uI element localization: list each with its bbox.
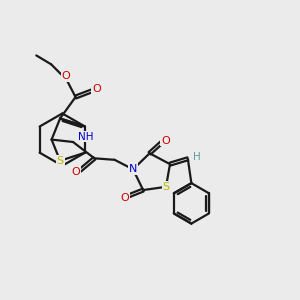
Text: O: O — [161, 136, 170, 146]
Text: O: O — [120, 194, 129, 203]
Text: H: H — [193, 152, 201, 162]
Text: O: O — [71, 167, 80, 177]
Text: S: S — [56, 156, 64, 166]
Text: O: O — [92, 84, 101, 94]
Text: NH: NH — [78, 132, 94, 142]
Text: N: N — [129, 164, 137, 174]
Text: O: O — [62, 71, 70, 81]
Text: S: S — [162, 182, 169, 192]
